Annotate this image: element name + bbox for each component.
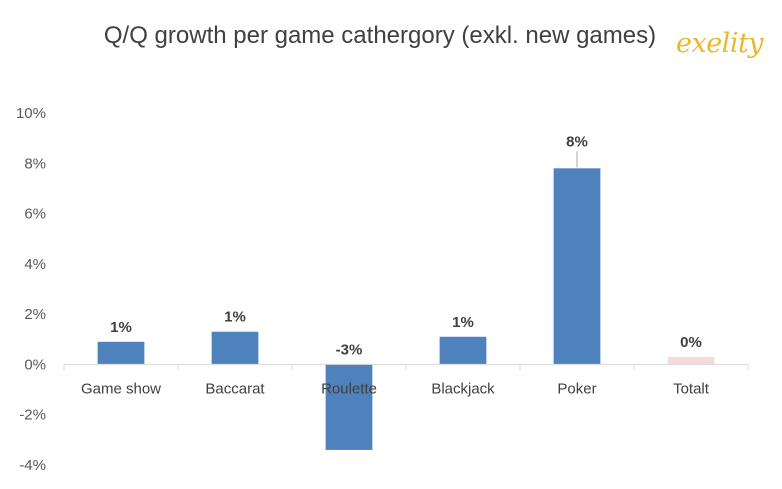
data-label: 1% — [452, 314, 474, 331]
x-tick-label: Baccarat — [205, 380, 265, 397]
x-tick-label: Poker — [557, 380, 596, 397]
data-label: 1% — [224, 309, 246, 326]
x-tick-label: Totalt — [673, 380, 710, 397]
y-tick-label: 4% — [24, 256, 46, 273]
y-tick-label: 10% — [16, 105, 46, 122]
y-tick-label: -2% — [19, 407, 46, 424]
data-label: 1% — [110, 319, 132, 336]
bar — [97, 341, 145, 365]
x-tick-label: Roulette — [321, 380, 377, 397]
bar — [553, 168, 601, 365]
x-tick-label: Game show — [81, 380, 161, 397]
y-tick-label: -4% — [19, 457, 46, 474]
brand-logo: exelity — [676, 28, 764, 59]
bar — [325, 364, 373, 450]
y-tick-label: 8% — [24, 155, 46, 172]
chart-title: Q/Q growth per game cathergory (exkl. ne… — [103, 22, 657, 49]
x-tick-label: Blackjack — [431, 380, 495, 397]
bar — [211, 331, 259, 365]
y-tick-label: 0% — [24, 356, 46, 373]
data-label: -3% — [336, 341, 363, 358]
bar — [667, 356, 715, 365]
data-label: 8% — [566, 133, 588, 150]
y-tick-label: 2% — [24, 306, 46, 323]
data-label: 0% — [680, 334, 702, 351]
y-tick-label: 6% — [24, 206, 46, 223]
bar — [439, 336, 487, 365]
